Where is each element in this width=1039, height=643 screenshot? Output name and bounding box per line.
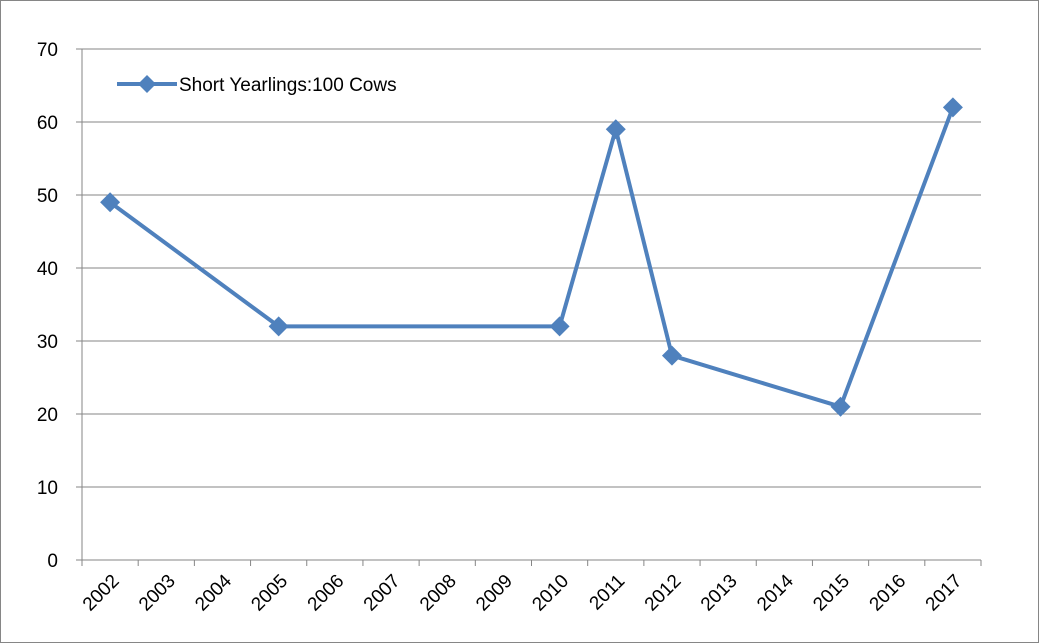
x-tick-label: 2017 <box>922 571 967 616</box>
x-tick-label: 2014 <box>753 570 798 615</box>
x-tick-label: 2006 <box>304 571 349 616</box>
x-tick-label: 2005 <box>247 571 292 616</box>
data-point-marker <box>268 316 289 337</box>
x-tick-label: 2016 <box>866 571 911 616</box>
series-line <box>108 105 955 409</box>
axes <box>81 49 981 561</box>
x-tick-label: 2015 <box>809 571 854 616</box>
data-point-marker <box>549 316 570 337</box>
data-point-marker <box>661 345 682 366</box>
y-tick-label: 10 <box>37 478 58 499</box>
x-tick-label: 2008 <box>416 571 461 616</box>
y-tick-label: 40 <box>37 259 58 280</box>
data-point-marker <box>605 119 626 140</box>
x-tick-label: 2003 <box>135 571 180 616</box>
x-tick-label: 2012 <box>641 571 686 616</box>
x-tick-label: 2010 <box>528 571 573 616</box>
y-tick-label: 50 <box>37 186 58 207</box>
x-tick-label: 2013 <box>697 571 742 616</box>
legend: Short Yearlings:100 Cows <box>117 75 397 96</box>
y-tick-label: 20 <box>37 405 58 426</box>
data-point-marker <box>830 396 851 417</box>
y-axis-tick-labels: 0 10 20 30 40 50 60 70 <box>37 40 82 572</box>
x-tick-label: 2007 <box>360 571 405 616</box>
x-tick-label: 2004 <box>191 570 236 615</box>
data-point-marker <box>100 192 121 213</box>
legend-marker <box>138 75 156 93</box>
series-group <box>100 97 963 417</box>
x-axis-tick-labels: 2002 2003 2004 2005 2006 2007 2008 2009 2010 2011… <box>79 560 982 616</box>
legend-label: Short Yearlings:100 Cows <box>179 75 397 96</box>
gridlines <box>82 48 981 488</box>
y-tick-label: 0 <box>47 551 58 572</box>
y-tick-label: 30 <box>37 332 58 353</box>
x-tick-label: 2011 <box>586 571 630 615</box>
x-tick-label: 2002 <box>79 571 124 616</box>
y-tick-label: 70 <box>37 40 58 61</box>
data-point-marker <box>942 97 963 118</box>
y-tick-label: 60 <box>37 113 58 134</box>
x-tick-label: 2009 <box>472 571 517 616</box>
